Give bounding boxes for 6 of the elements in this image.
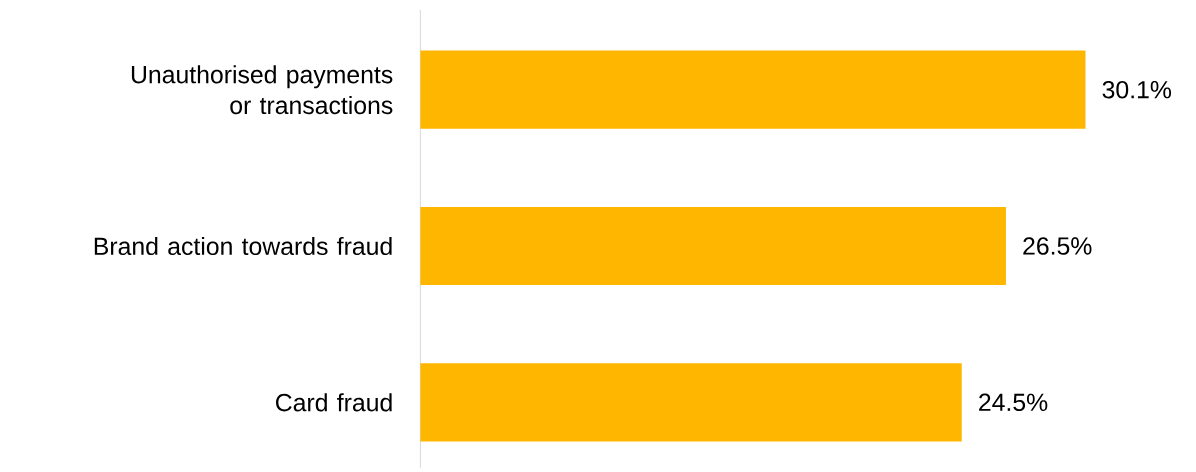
data-label: 30.1% xyxy=(1102,80,1172,99)
data-label: 24.5% xyxy=(979,393,1048,412)
y-tick-label: Unauthorised payments or transactions xyxy=(131,65,393,115)
y-tick-label: Card fraud xyxy=(276,393,392,412)
y-tick-label: Brand action towards fraud xyxy=(94,236,392,256)
data-label: 26.5% xyxy=(1023,237,1092,255)
